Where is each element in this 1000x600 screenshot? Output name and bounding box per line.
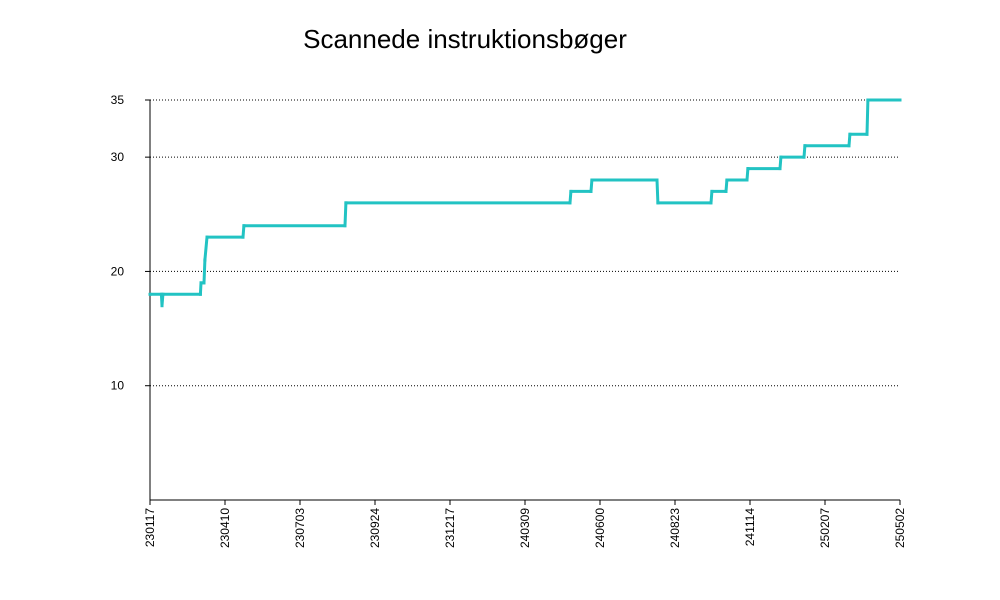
ytick-label-10: 10 bbox=[111, 379, 125, 393]
data-point bbox=[241, 235, 245, 239]
data-point bbox=[344, 201, 348, 205]
data-point bbox=[803, 144, 807, 148]
data-point bbox=[802, 155, 806, 159]
xtick-label-230117: 230117 bbox=[143, 508, 157, 547]
ytick-label-30: 30 bbox=[111, 150, 125, 164]
xtick-label-240309: 240309 bbox=[518, 508, 532, 548]
data-point bbox=[343, 224, 347, 228]
ytick-label-20: 20 bbox=[111, 264, 125, 278]
xtick-label-230703: 230703 bbox=[293, 508, 307, 548]
data-point bbox=[866, 98, 870, 102]
chart-title: Scannede instruktionsbøger bbox=[303, 24, 627, 54]
data-point bbox=[198, 292, 202, 296]
data-point bbox=[848, 132, 852, 136]
data-point bbox=[590, 178, 594, 182]
data-point bbox=[709, 201, 713, 205]
data-point bbox=[161, 292, 165, 296]
ytick-label-35: 35 bbox=[111, 93, 125, 107]
data-point bbox=[746, 167, 750, 171]
data-point bbox=[847, 144, 851, 148]
data-point bbox=[242, 224, 246, 228]
xtick-label-241114: 241114 bbox=[743, 508, 757, 547]
data-point bbox=[724, 189, 728, 193]
data-point bbox=[148, 292, 152, 296]
xtick-label-240823: 240823 bbox=[668, 508, 682, 548]
xtick-label-240600: 240600 bbox=[593, 508, 607, 548]
y-tick-labels: 10 20 30 35 bbox=[111, 93, 125, 393]
data-point bbox=[202, 281, 206, 285]
data-point bbox=[778, 167, 782, 171]
data-point bbox=[655, 178, 659, 182]
data-point bbox=[203, 258, 207, 262]
series-line bbox=[148, 98, 902, 308]
grid-lines bbox=[150, 99, 900, 387]
xtick-label-230924: 230924 bbox=[368, 508, 382, 548]
data-point bbox=[865, 132, 869, 136]
data-point bbox=[710, 189, 714, 193]
xtick-label-231217: 231217 bbox=[443, 508, 457, 548]
data-point bbox=[725, 178, 729, 182]
data-point bbox=[656, 201, 660, 205]
series-line-0 bbox=[150, 98, 900, 306]
data-point bbox=[898, 98, 902, 102]
data-point bbox=[745, 178, 749, 182]
xtick-label-230410: 230410 bbox=[218, 508, 232, 548]
xtick-label-250502: 250502 bbox=[893, 508, 907, 548]
xtick-label-250207: 250207 bbox=[818, 508, 832, 548]
data-point bbox=[779, 155, 783, 159]
data-point bbox=[589, 189, 593, 193]
x-tick-labels: 230117 230410 230703 230924 231217 240309 2406… bbox=[143, 508, 907, 548]
data-point bbox=[199, 281, 203, 285]
data-point bbox=[568, 201, 572, 205]
data-point bbox=[160, 304, 164, 308]
data-point bbox=[569, 189, 573, 193]
data-point bbox=[205, 235, 209, 239]
axes bbox=[145, 99, 901, 505]
